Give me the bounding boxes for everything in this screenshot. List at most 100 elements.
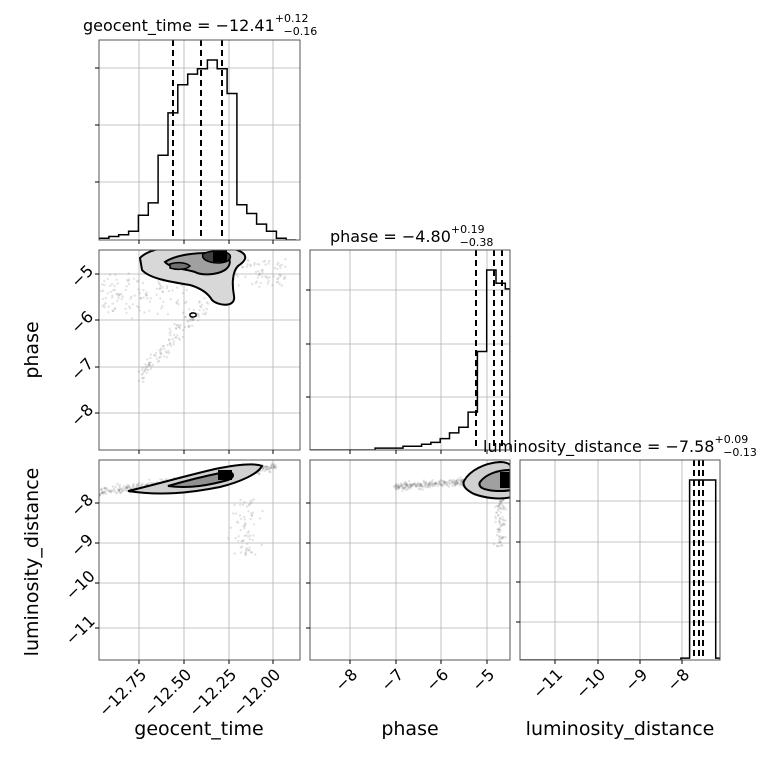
- sample-point: [113, 489, 117, 492]
- sample-point: [258, 272, 261, 275]
- sample-point: [502, 508, 506, 511]
- sample-point: [498, 500, 501, 503]
- sample-point: [408, 483, 411, 487]
- sample-point: [262, 467, 265, 470]
- sample-point: [442, 482, 446, 485]
- sample-point: [121, 489, 124, 492]
- sample-point: [110, 488, 113, 492]
- sample-point: [183, 316, 187, 319]
- x-tick-label: −11: [529, 665, 566, 702]
- sample-point: [417, 482, 420, 485]
- sample-point: [148, 478, 151, 481]
- sample-point: [241, 540, 244, 543]
- sample-point: [275, 281, 279, 284]
- sample-point: [433, 482, 437, 485]
- sample-point: [250, 551, 254, 554]
- sample-point: [422, 481, 425, 484]
- sample-point: [445, 483, 449, 487]
- sample-point: [243, 500, 246, 504]
- sample-point: [155, 293, 158, 296]
- sample-point: [155, 287, 159, 290]
- sample-point: [272, 466, 275, 469]
- sample-point: [260, 543, 263, 547]
- sample-point: [249, 263, 252, 266]
- sample-point: [149, 367, 153, 371]
- sample-point: [425, 482, 428, 485]
- sample-point: [425, 485, 429, 488]
- sample-point: [135, 305, 139, 308]
- sample-point: [446, 481, 449, 484]
- sample-point: [169, 344, 173, 347]
- sample-point: [402, 483, 405, 487]
- sample-point: [268, 275, 271, 279]
- sample-point: [120, 490, 123, 494]
- sample-point: [136, 279, 139, 282]
- sample-point: [403, 481, 406, 484]
- sample-point: [460, 478, 463, 481]
- sample-point: [113, 307, 117, 310]
- sample-point: [430, 480, 434, 484]
- sample-point: [252, 523, 256, 526]
- sample-point: [261, 509, 264, 513]
- sample-point: [137, 306, 140, 309]
- sample-point: [239, 498, 242, 502]
- sample-point: [200, 303, 204, 306]
- sample-point: [162, 290, 165, 294]
- sample-point: [407, 480, 411, 483]
- sample-point: [250, 499, 254, 502]
- sample-point: [243, 515, 246, 519]
- sample-point: [441, 484, 444, 488]
- sample-point: [178, 338, 182, 341]
- sample-point: [397, 486, 400, 490]
- sample-point: [458, 484, 462, 487]
- sample-point: [496, 545, 499, 548]
- sample-point: [108, 284, 112, 287]
- sample-point: [495, 510, 498, 514]
- sample-point: [500, 537, 503, 540]
- sample-point: [434, 483, 437, 486]
- sample-point: [129, 486, 132, 489]
- sample-point: [169, 342, 172, 345]
- sample-point: [144, 366, 147, 369]
- lumdist-x-tick-labels: −11 −10 −9 −8: [529, 665, 693, 702]
- sample-point: [172, 343, 175, 346]
- grid-lines: [99, 40, 300, 240]
- sample-point: [254, 270, 258, 274]
- sample-point: [184, 301, 187, 305]
- y-tick-label: −7: [67, 354, 97, 384]
- sample-point: [440, 483, 443, 487]
- sample-point: [167, 338, 171, 341]
- sample-point: [431, 485, 435, 488]
- sample-point: [159, 478, 162, 481]
- sample-point: [453, 483, 456, 486]
- sample-point: [415, 485, 418, 488]
- sample-point: [261, 268, 264, 272]
- sample-point: [265, 468, 268, 471]
- x-axis-label-phase: phase: [381, 718, 438, 740]
- sample-point: [118, 489, 121, 492]
- sample-point: [275, 466, 278, 469]
- sample-point: [118, 489, 121, 492]
- sample-point: [116, 299, 119, 303]
- sample-point: [444, 481, 447, 484]
- x-tick-label: −8: [663, 665, 693, 695]
- sample-point: [139, 484, 143, 487]
- panel-title: phase = −4.80+0.19 −0.38: [330, 223, 493, 249]
- sample-point: [126, 483, 129, 487]
- sample-point: [264, 275, 267, 278]
- sample-point: [125, 285, 128, 288]
- sample-point: [255, 280, 259, 283]
- sample-point: [251, 282, 254, 286]
- sample-point: [427, 483, 430, 486]
- sample-point: [419, 484, 422, 487]
- sample-point: [398, 486, 402, 489]
- sample-point: [404, 483, 407, 486]
- sample-point: [402, 486, 405, 489]
- sample-point: [104, 492, 108, 496]
- sample-point: [144, 363, 147, 366]
- sample-point: [278, 275, 282, 278]
- sample-point: [128, 307, 132, 310]
- sample-point: [176, 286, 179, 289]
- sample-point: [118, 292, 121, 296]
- sample-point: [456, 482, 459, 485]
